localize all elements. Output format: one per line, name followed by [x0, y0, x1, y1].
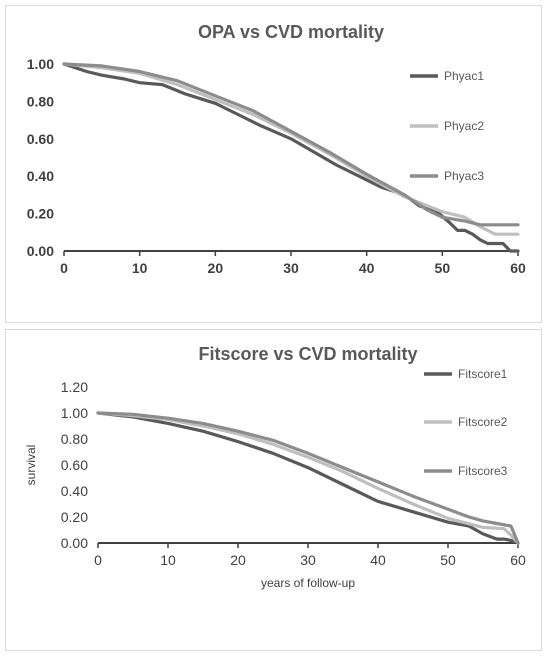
- series-line-phyac3: [62, 62, 520, 227]
- legend-label: Phyac2: [444, 119, 484, 133]
- x-tick-label: 10: [132, 260, 148, 276]
- x-tick-label: 20: [230, 552, 246, 568]
- x-tick-label: 60: [510, 552, 526, 568]
- y-tick-label: 0.40: [27, 168, 54, 184]
- series-line-phyac1: [62, 62, 520, 253]
- y-tick-label: 0.40: [61, 483, 88, 499]
- legend-label: Phyac1: [444, 69, 484, 83]
- chart-panel-top: OPA vs CVD mortality 0.00 0.20 0.40 0.60 0.80…: [5, 5, 542, 323]
- x-tick-label: 20: [208, 260, 224, 276]
- x-axis-title: years of follow-up: [261, 576, 355, 590]
- y-tick-label: 0.60: [27, 131, 54, 147]
- y-tick-label: 1.00: [61, 405, 88, 421]
- x-tick-label: 50: [440, 552, 456, 568]
- x-tick-label: 50: [435, 260, 451, 276]
- y-tick-label: 1.00: [27, 56, 54, 72]
- x-tick-label: 40: [370, 552, 386, 568]
- series-line-fitscore3: [96, 411, 520, 545]
- legend-label: Fitscore3: [458, 464, 508, 478]
- y-tick-label: 0.20: [27, 206, 54, 222]
- x-tick-label: 0: [94, 552, 102, 568]
- legend-label: Phyac3: [444, 169, 484, 183]
- x-tick-label: 30: [300, 552, 316, 568]
- y-tick-label: 0.60: [61, 457, 88, 473]
- x-tick-label: 0: [60, 260, 68, 276]
- chart-opa-svg: OPA vs CVD mortality 0.00 0.20 0.40 0.60 0.80…: [27, 22, 526, 276]
- x-tick-label: 60: [510, 260, 526, 276]
- chart-title: OPA vs CVD mortality: [198, 22, 384, 42]
- chart-title: Fitscore vs CVD mortality: [198, 344, 417, 364]
- series-line-phyac2: [62, 62, 520, 236]
- series-line-fitscore1: [96, 411, 520, 545]
- y-tick-label: 1.20: [61, 379, 88, 395]
- chart-fitscore-svg: Fitscore vs CVD mortality 0.00 0.20 0.40 0.6…: [24, 344, 526, 590]
- y-tick-label: 0.00: [61, 535, 88, 551]
- y-tick-label: 0.00: [27, 243, 54, 259]
- y-tick-label: 0.80: [61, 431, 88, 447]
- y-axis-title: survival: [24, 445, 38, 486]
- legend-label: Fitscore2: [458, 415, 508, 429]
- x-tick-label: 10: [160, 552, 176, 568]
- chart-panel-bottom: Fitscore vs CVD mortality 0.00 0.20 0.40 0.6…: [5, 329, 542, 651]
- x-tick-label: 40: [359, 260, 375, 276]
- y-tick-label: 0.20: [61, 509, 88, 525]
- legend-label: Fitscore1: [458, 367, 508, 381]
- series-line-fitscore2: [96, 411, 520, 545]
- y-tick-label: 0.80: [27, 93, 54, 109]
- x-tick-label: 30: [283, 260, 299, 276]
